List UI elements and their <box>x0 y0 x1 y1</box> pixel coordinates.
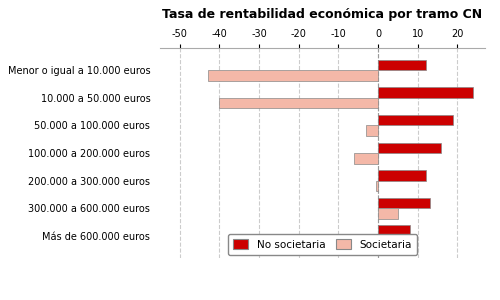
Bar <box>378 115 454 125</box>
Bar <box>354 153 378 164</box>
Legend: No societaria, Societaria: No societaria, Societaria <box>228 234 418 255</box>
Bar <box>378 170 426 181</box>
Bar <box>208 70 378 81</box>
Title: Tasa de rentabilidad económica por tramo CN: Tasa de rentabilidad económica por tramo… <box>162 8 482 21</box>
Bar <box>378 198 430 208</box>
Bar <box>378 87 473 98</box>
Bar <box>378 142 442 153</box>
Bar <box>366 125 378 136</box>
Bar <box>378 236 398 246</box>
Bar <box>376 181 378 191</box>
Bar <box>378 225 410 236</box>
Bar <box>378 208 398 219</box>
Bar <box>220 98 378 108</box>
Bar <box>378 60 426 70</box>
